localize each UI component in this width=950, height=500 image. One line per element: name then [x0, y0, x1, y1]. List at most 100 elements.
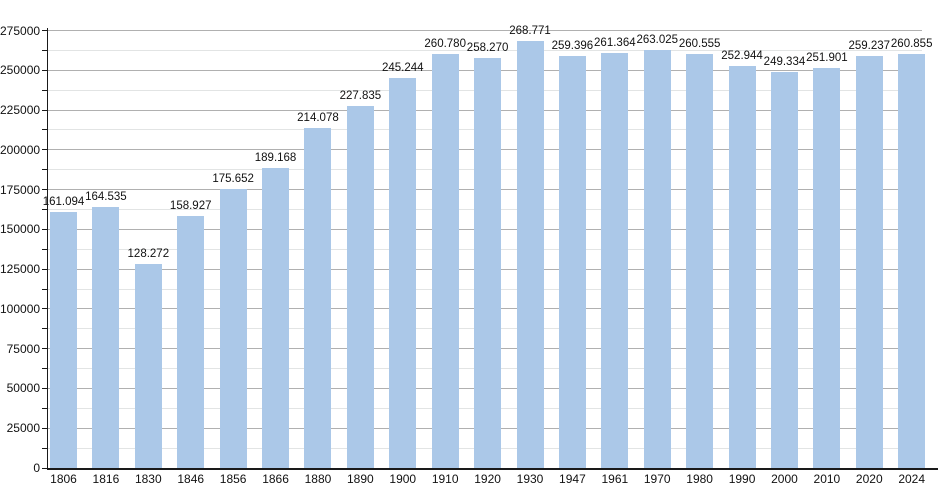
y-axis-label: 50000	[6, 381, 40, 396]
bar-2000	[770, 71, 798, 469]
x-axis-label: 1947	[559, 472, 586, 486]
y-axis-tick	[42, 348, 47, 350]
y-axis-label: 75000	[6, 341, 40, 356]
y-axis-label: 250000	[0, 63, 41, 78]
y-axis-tick	[42, 189, 47, 191]
y-axis-tick	[42, 427, 47, 429]
y-axis-label: 225000	[0, 103, 41, 118]
bar-value-label: 260.555	[678, 37, 721, 50]
y-axis-tick	[42, 30, 47, 31]
y-axis-tick	[42, 129, 47, 131]
bar-value-label: 128.272	[127, 248, 170, 261]
x-axis-label: 2010	[813, 472, 841, 486]
bar-value-label: 227.835	[339, 90, 382, 103]
bar-1900	[389, 78, 417, 469]
bar-1947	[558, 55, 586, 469]
y-axis-tick	[42, 368, 47, 370]
y-axis-tick	[42, 387, 47, 389]
bar-value-label: 214.078	[297, 111, 339, 124]
bar-value-label: 259.396	[551, 39, 594, 52]
x-axis-label: 1806	[50, 472, 77, 486]
y-axis-tick-labels: 0 25000 50000 75000 100000 125000 150000 175000…	[0, 24, 41, 475]
bar-value-label: 189.168	[254, 151, 297, 164]
x-axis-label: 1900	[389, 472, 417, 486]
bar-value-label: 164.535	[85, 190, 127, 203]
bar-value-label: 158.927	[169, 199, 212, 212]
bar-1806	[50, 212, 77, 469]
x-axis-label: 1961	[601, 472, 629, 486]
bar-1846	[177, 215, 205, 469]
bar-2024	[898, 53, 926, 469]
bar-1890	[346, 106, 374, 469]
bar-value-label: 245.244	[381, 62, 424, 75]
x-axis-label: 1866	[262, 472, 289, 486]
y-axis-tick	[42, 169, 47, 171]
y-axis-label: 100000	[0, 301, 41, 316]
y-axis-tick	[42, 328, 47, 330]
x-axis-label: 1846	[177, 472, 205, 486]
x-axis-label: 1970	[643, 472, 671, 486]
y-axis-label: 125000	[0, 262, 41, 277]
y-axis-tick	[42, 467, 47, 469]
bar-2020	[855, 56, 883, 469]
bar-1856	[219, 189, 247, 469]
bar-1980	[686, 53, 714, 469]
y-axis-tick	[42, 149, 47, 151]
x-axis-label: 1880	[304, 472, 332, 486]
minor-gridline	[48, 49, 922, 51]
bar-1830	[134, 264, 162, 469]
bar-value-label: 175.652	[212, 173, 254, 186]
y-axis-tick	[42, 268, 47, 270]
bar-1910	[431, 53, 459, 469]
bar-value-label: 263.025	[636, 34, 679, 47]
y-axis-tick	[42, 69, 47, 71]
bar-1816	[92, 206, 120, 469]
bar-1920	[474, 57, 502, 469]
x-axis-label: 1920	[474, 472, 501, 486]
y-axis-label: 275000	[0, 23, 41, 38]
x-axis-label: 1930	[516, 472, 544, 486]
x-axis-label: 1910	[431, 472, 459, 486]
x-axis-label: 1890	[347, 472, 374, 486]
y-axis-tick	[42, 109, 47, 111]
x-axis-label: 1980	[686, 472, 713, 486]
bar-value-label: 249.334	[763, 55, 806, 68]
bar-2010	[813, 67, 841, 469]
bar-1930	[516, 40, 544, 469]
y-axis-tick	[42, 248, 47, 250]
y-axis-label: 25000	[6, 421, 40, 436]
y-axis-tick	[42, 208, 47, 210]
x-axis-label: 1856	[219, 472, 247, 486]
y-axis-ticks	[42, 30, 47, 469]
bar-value-label: 261.364	[594, 36, 636, 49]
bar-value-label: 268.771	[509, 24, 551, 37]
x-axis-line	[46, 468, 938, 470]
bar-1866	[262, 167, 290, 469]
bar-value-label: 161.094	[42, 196, 85, 209]
y-axis-tick	[42, 228, 47, 230]
y-axis-tick	[42, 89, 47, 91]
x-axis-label: 1830	[134, 472, 162, 486]
x-axis-label: 2000	[771, 472, 798, 486]
bar-value-label: 258.270	[466, 41, 509, 54]
y-axis-tick	[42, 288, 47, 290]
x-axis-label: 1816	[92, 472, 120, 486]
y-axis-tick	[42, 447, 47, 449]
y-axis-tick	[42, 308, 47, 310]
x-axis-tick-labels: 1806 1816 1830 1846 1856 1866 1880 1890 1900 1910…	[48, 472, 926, 488]
y-axis-label: 200000	[0, 142, 41, 157]
bar-1880	[304, 127, 332, 469]
y-axis-line	[46, 28, 48, 470]
x-axis-label: 2020	[855, 472, 883, 486]
x-axis-label: 1990	[728, 472, 756, 486]
y-axis-label: 0	[33, 461, 40, 475]
bar-1970	[643, 50, 671, 469]
plot-area: 161.094 164.535 128.272 158.927 175.652 189.1…	[43, 25, 932, 469]
bar-value-label: 259.237	[848, 40, 891, 53]
major-gridline	[48, 30, 922, 31]
bar-value-label: 252.944	[721, 50, 763, 63]
bar-1961	[601, 52, 629, 469]
bar-value-label: 260.855	[890, 37, 933, 50]
bar-1990	[728, 66, 756, 469]
x-axis-label: 2024	[898, 472, 926, 486]
